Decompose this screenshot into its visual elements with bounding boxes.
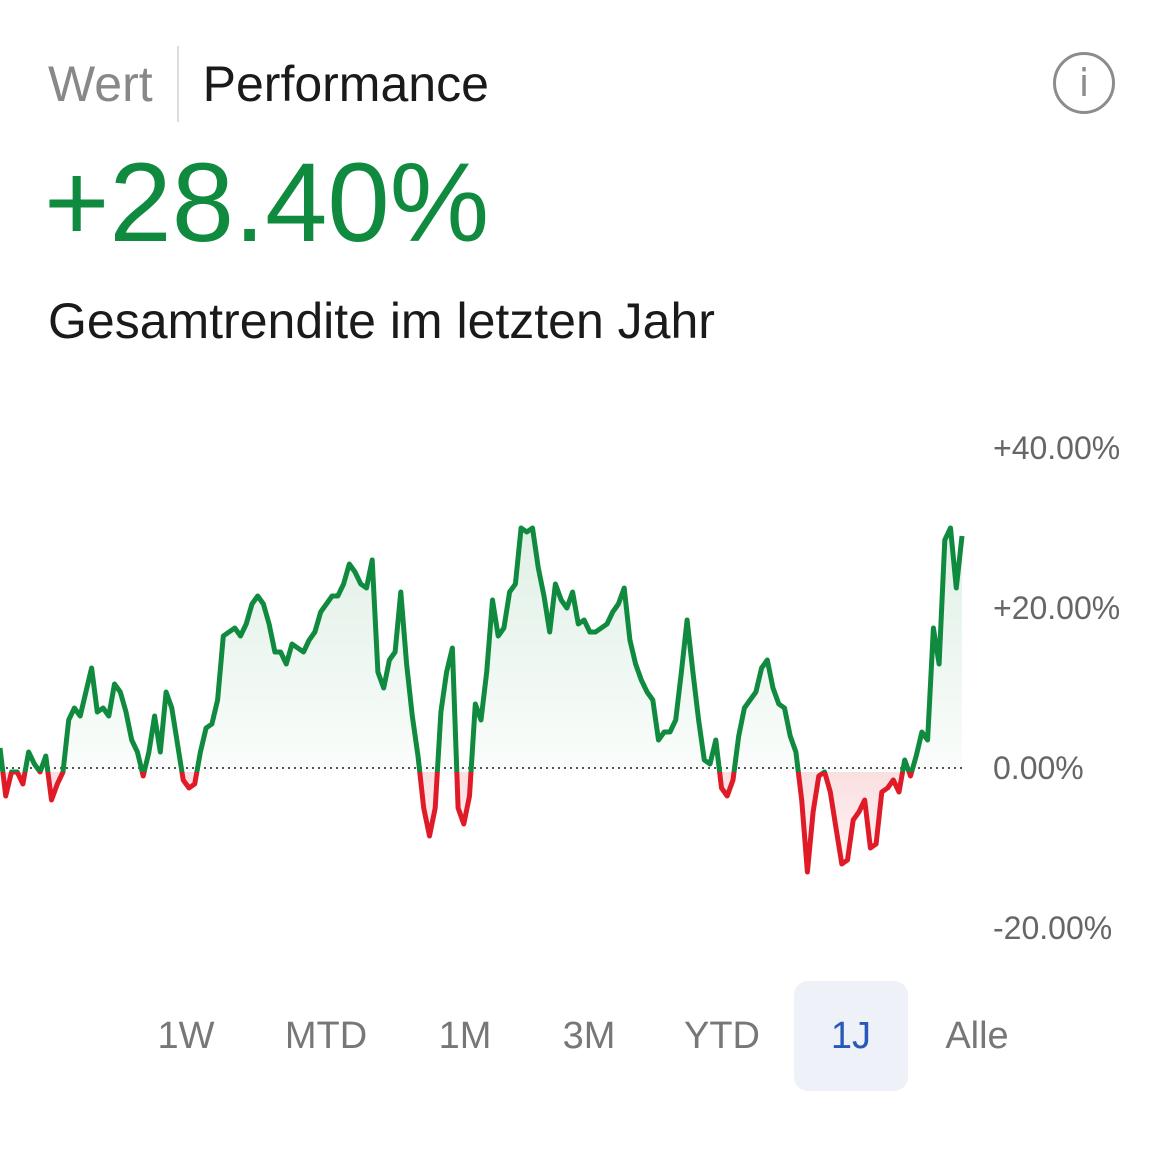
range-option-1m[interactable]: 1M <box>438 1015 492 1057</box>
range-option-1j[interactable]: 1J <box>794 981 908 1091</box>
performance-chart[interactable]: +40.00% +20.00% 0.00% -20.00% <box>0 400 1170 960</box>
view-tabs: Wert Performance <box>48 44 489 124</box>
y-axis-ticks: +40.00% +20.00% 0.00% -20.00% <box>993 430 1120 946</box>
tab-performance[interactable]: Performance <box>202 56 489 112</box>
y-tick-label: -20.00% <box>993 910 1112 946</box>
range-option-ytd[interactable]: YTD <box>684 1015 760 1057</box>
range-option-alle[interactable]: Alle <box>945 1015 1009 1057</box>
tab-divider <box>176 46 179 122</box>
y-tick-label: +40.00% <box>993 430 1120 466</box>
positive-area <box>0 528 962 772</box>
performance-value: +28.40% <box>44 140 490 265</box>
performance-caption: Gesamtrendite im letzten Jahr <box>48 293 715 349</box>
range-option-1w[interactable]: 1W <box>157 1015 215 1057</box>
info-icon-glyph: i <box>1078 61 1090 105</box>
range-option-mtd[interactable]: MTD <box>284 1015 368 1057</box>
y-tick-label: 0.00% <box>993 750 1084 786</box>
tab-wert[interactable]: Wert <box>48 56 153 112</box>
range-selector: 1W MTD 1M 3M YTD 1J Alle <box>0 981 1170 1091</box>
info-icon[interactable]: i <box>1053 52 1115 114</box>
range-option-3m[interactable]: 3M <box>562 1015 616 1057</box>
y-tick-label: +20.00% <box>993 590 1120 626</box>
series-line-negative <box>0 772 915 875</box>
series-line-positive <box>0 525 965 772</box>
